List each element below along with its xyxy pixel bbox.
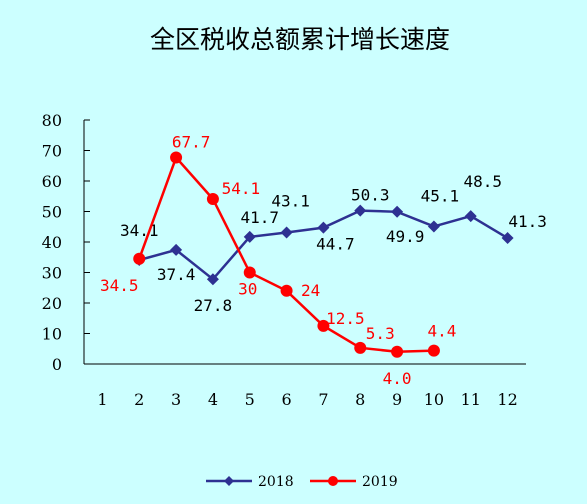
data-label: 34.5 <box>100 276 139 295</box>
y-tick-label: 30 <box>42 264 62 283</box>
data-label: 30 <box>238 280 257 299</box>
y-tick-label: 0 <box>52 355 62 374</box>
legend-marker-2019 <box>328 476 338 486</box>
x-tick-label: 6 <box>281 390 291 409</box>
data-point <box>280 284 293 297</box>
x-tick-label: 2 <box>134 390 144 409</box>
data-point <box>170 243 183 256</box>
data-label: 27.8 <box>194 296 233 315</box>
y-tick-label: 40 <box>42 233 62 252</box>
data-label: 41.7 <box>240 208 279 227</box>
data-label: 24 <box>301 281 320 300</box>
series-2018: 34.137.427.841.743.144.750.349.945.148.5… <box>120 172 547 315</box>
data-point <box>427 220 440 233</box>
data-point <box>391 345 404 358</box>
data-label: 54.1 <box>222 179 261 198</box>
legend-marker-2018 <box>224 476 234 486</box>
data-point <box>501 232 514 245</box>
data-point <box>206 192 219 205</box>
data-label: 45.1 <box>421 186 460 205</box>
data-label: 37.4 <box>157 265 196 284</box>
data-label: 5.3 <box>366 324 395 343</box>
data-label: 12.5 <box>326 309 365 328</box>
data-label: 4.4 <box>427 322 456 341</box>
data-point <box>133 252 146 265</box>
data-label: 4.0 <box>383 369 412 388</box>
x-tick-label: 12 <box>497 390 517 409</box>
legend-label-2019: 2019 <box>362 474 398 490</box>
data-point <box>464 210 477 223</box>
x-tick-label: 3 <box>171 390 181 409</box>
x-tick-label: 9 <box>392 390 402 409</box>
x-tick-label: 1 <box>97 390 107 409</box>
y-tick-label: 60 <box>42 172 62 191</box>
x-tick-label: 5 <box>245 390 255 409</box>
data-point <box>354 341 367 354</box>
y-tick-label: 80 <box>42 111 62 130</box>
data-point <box>427 344 440 357</box>
data-point <box>317 221 330 234</box>
data-point <box>206 273 219 286</box>
data-label: 48.5 <box>463 172 502 191</box>
data-point <box>280 226 293 239</box>
data-point <box>391 205 404 218</box>
legend-label-2018: 2018 <box>258 474 294 490</box>
y-tick-label: 70 <box>42 142 62 161</box>
data-point <box>317 319 330 332</box>
data-label: 50.3 <box>351 186 390 205</box>
series-2019: 34.5 67.7 54.1 30 24 12.55.3 4.0 4.4 <box>100 133 456 388</box>
y-tick-label: 50 <box>42 203 62 222</box>
y-tick-label: 20 <box>42 294 62 313</box>
data-point <box>243 230 256 243</box>
x-tick-label: 8 <box>355 390 365 409</box>
x-tick-label: 4 <box>208 390 218 409</box>
data-point <box>170 151 183 164</box>
x-tick-label: 10 <box>424 390 444 409</box>
data-label: 41.3 <box>508 212 547 231</box>
y-tick-label: 10 <box>42 325 62 344</box>
legend: 2018 2019 <box>206 474 398 490</box>
chart-title: 全区税收总额累计增长速度 <box>150 25 450 54</box>
data-point <box>243 266 256 279</box>
data-point <box>354 204 367 217</box>
data-label: 43.1 <box>271 192 310 211</box>
x-tick-label: 11 <box>461 390 481 409</box>
data-label: 67.7 <box>172 133 211 152</box>
x-tick-label: 7 <box>318 390 328 409</box>
data-label: 49.9 <box>386 227 425 246</box>
data-label: 44.7 <box>316 235 355 254</box>
